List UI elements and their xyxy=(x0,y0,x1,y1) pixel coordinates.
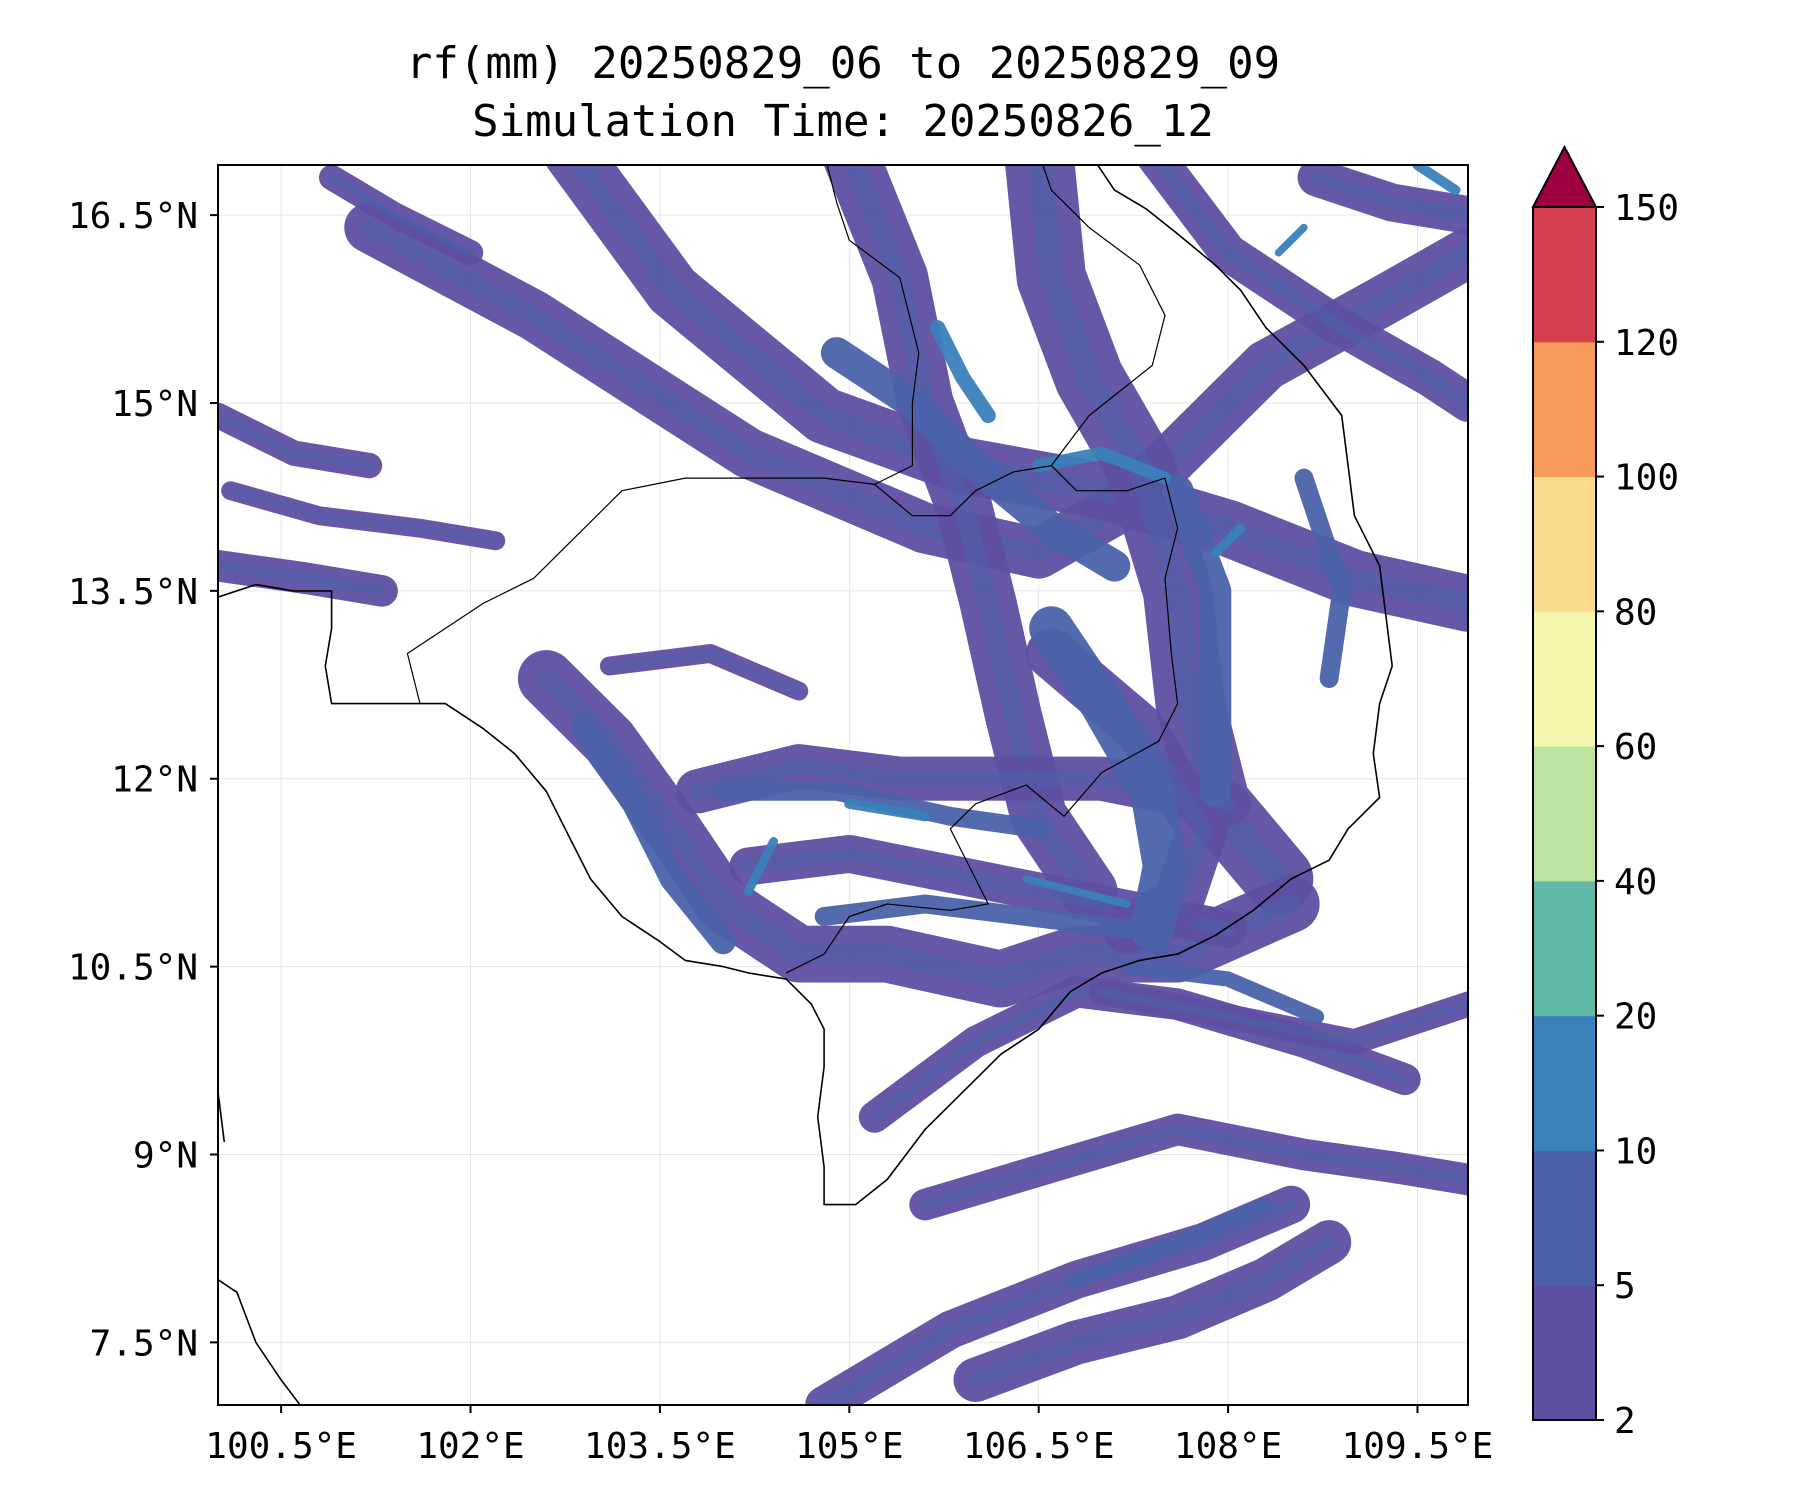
rain-band-core xyxy=(1097,987,1468,1047)
rain-band-level-1 xyxy=(1029,606,1188,952)
rain-band-level-2 xyxy=(1032,446,1172,485)
country-border xyxy=(1042,165,1166,466)
coastline xyxy=(218,165,1393,1206)
y-tick-label: 9°N xyxy=(133,1135,198,1176)
x-tick-label: 106.5°E xyxy=(963,1426,1115,1467)
y-tick-label: 10.5°N xyxy=(68,948,198,989)
y-tick-label: 15°N xyxy=(111,384,198,425)
y-tick-label: 16.5°N xyxy=(68,196,198,237)
rain-band-level-2 xyxy=(1274,223,1308,257)
colorbar-segment xyxy=(1533,880,1596,1017)
rain-band-core xyxy=(919,1123,1468,1211)
colorbar-label: 40 xyxy=(1614,862,1657,903)
x-tick-label: 109.5°E xyxy=(1342,1426,1494,1467)
y-tick-label: 12°N xyxy=(111,760,198,801)
rain-band-level-1 xyxy=(1069,1197,1274,1288)
colorbar-segment xyxy=(1533,611,1596,747)
colorbar-frame xyxy=(1532,206,1597,1421)
country-border xyxy=(406,465,1179,974)
rain-band-core xyxy=(327,173,475,258)
rain-band-level-1 xyxy=(1294,468,1352,688)
colorbar-label: 10 xyxy=(1614,1131,1657,1172)
rain-band-level-1 xyxy=(1161,474,1232,808)
colorbar-label: 80 xyxy=(1614,592,1657,633)
y-tick-label: 7.5°N xyxy=(90,1323,198,1364)
colorbar-segment xyxy=(1533,1150,1596,1286)
rain-band-level-2 xyxy=(844,798,931,822)
colorbar-extend-arrow xyxy=(1531,144,1598,208)
y-axis: 7.5°N 9°N 10.5°N 12°N 13.5°N 15°N 16.5°N xyxy=(68,196,218,1364)
rain-band-level-1 xyxy=(713,781,1049,839)
rain-band-core xyxy=(1153,165,1468,410)
rain-band-level-2 xyxy=(1412,165,1461,196)
x-tick-label: 105°E xyxy=(795,1426,903,1467)
colorbar-segment xyxy=(1533,341,1596,478)
rain-band-core xyxy=(227,487,500,545)
rain-band-level-2 xyxy=(743,837,778,896)
chart-subtitle: Simulation Time: 20250826_12 xyxy=(472,96,1214,147)
rain-band-level-2 xyxy=(930,320,996,424)
colorbar: 2 5 10 20 40 60 80 100 120 150 xyxy=(1531,144,1679,1442)
rain-band-core xyxy=(606,650,803,695)
colorbar-segment xyxy=(1533,1285,1596,1421)
colorbar-label: 100 xyxy=(1614,458,1679,499)
rain-band-level-2 xyxy=(1022,875,1131,908)
map-frame xyxy=(217,164,1469,1406)
colorbar-segment xyxy=(1533,207,1596,343)
x-axis: 100.5°E 102°E 103.5°E 105°E 106.5°E 108°E 109.… xyxy=(205,1405,1493,1467)
colorbar-label: 2 xyxy=(1614,1401,1636,1442)
colorbar-label: 20 xyxy=(1614,997,1657,1038)
x-tick-label: 103.5°E xyxy=(584,1426,736,1467)
country-border xyxy=(826,165,920,485)
colorbar-segment xyxy=(1533,476,1596,612)
coastline xyxy=(218,1091,226,1143)
rain-band-core xyxy=(1309,170,1468,222)
y-tick-label: 13.5°N xyxy=(68,572,198,613)
rain-band-level-1 xyxy=(571,715,736,955)
rain-band-core xyxy=(218,560,388,597)
x-tick-label: 100.5°E xyxy=(205,1426,357,1467)
colorbar-label: 120 xyxy=(1614,323,1679,364)
coastline xyxy=(218,1279,301,1405)
colorbar-label: 60 xyxy=(1614,727,1657,768)
rain-band-level-1 xyxy=(814,894,1137,939)
colorbar-segment xyxy=(1533,1015,1596,1151)
coastlines-borders xyxy=(218,165,1393,1405)
rain-band-level-1 xyxy=(820,337,1131,582)
x-tick-label: 108°E xyxy=(1174,1426,1282,1467)
rain-band-core xyxy=(967,1234,1337,1388)
chart-title: rf(mm) 20250829_06 to 20250829_09 xyxy=(405,38,1281,89)
rain-band-core xyxy=(218,411,374,470)
rainfall-field xyxy=(218,165,1468,1405)
rain-band-level-2 xyxy=(1211,523,1246,558)
x-tick-label: 102°E xyxy=(416,1426,524,1467)
colorbar-label: 5 xyxy=(1614,1266,1636,1307)
colorbar-label: 150 xyxy=(1614,188,1679,229)
colorbar-segment xyxy=(1533,746,1596,882)
rain-band-level-1 xyxy=(1119,959,1325,1025)
